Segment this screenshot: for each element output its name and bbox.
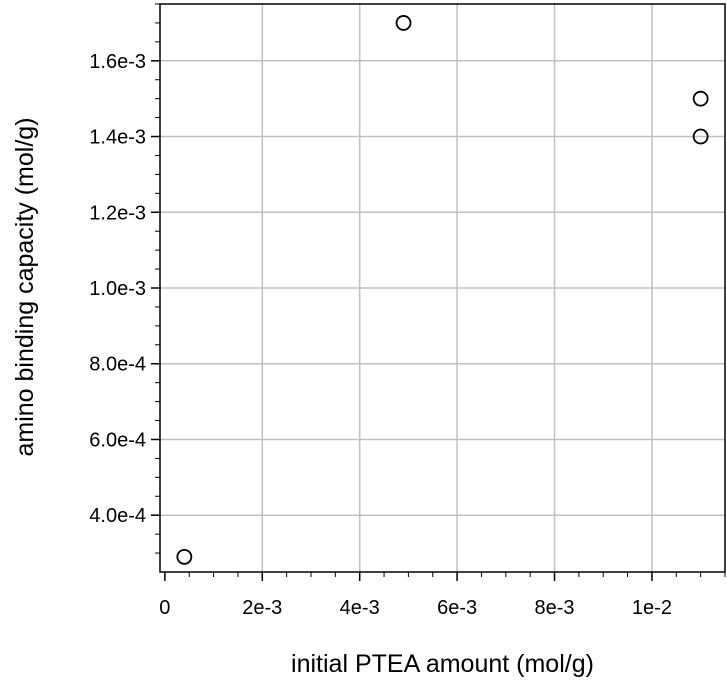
- y-axis-title: amino binding capacity (mol/g): [11, 117, 39, 456]
- grid-lines: [160, 4, 725, 572]
- y-tick-label: 1.2e-3: [89, 202, 146, 224]
- y-tick-label: 1.4e-3: [89, 127, 146, 149]
- x-axis-title: initial PTEA amount (mol/g): [291, 650, 594, 678]
- data-point: [176, 548, 193, 565]
- y-tick-label: 4.0e-4: [89, 505, 146, 527]
- x-tick-label: 8e-3: [535, 597, 575, 619]
- x-tick-label: 6e-3: [437, 597, 477, 619]
- x-tick-label: 0: [159, 597, 170, 619]
- y-axis: 4.0e-4 6.0e-4 8.0e-4 1.0e-3 1.2e-3 1.4e-3 1.6e…: [89, 3, 160, 554]
- y-tick-label: 8.0e-4: [89, 354, 146, 376]
- y-tick-label: 6.0e-4: [89, 429, 146, 451]
- data-point: [692, 128, 709, 145]
- data-point: [692, 90, 709, 107]
- x-tick-label: 4e-3: [340, 597, 380, 619]
- y-tick-label: 1.0e-3: [89, 278, 146, 300]
- data-point: [395, 15, 412, 31]
- y-tick-label: 1.6e-3: [89, 51, 146, 73]
- x-tick-label: 2e-3: [242, 597, 282, 619]
- x-axis: 0 2e-3 4e-3 6e-3 8e-3 1e-2: [159, 572, 726, 619]
- data-points: [176, 15, 709, 565]
- x-tick-label: 1e-2: [632, 597, 672, 619]
